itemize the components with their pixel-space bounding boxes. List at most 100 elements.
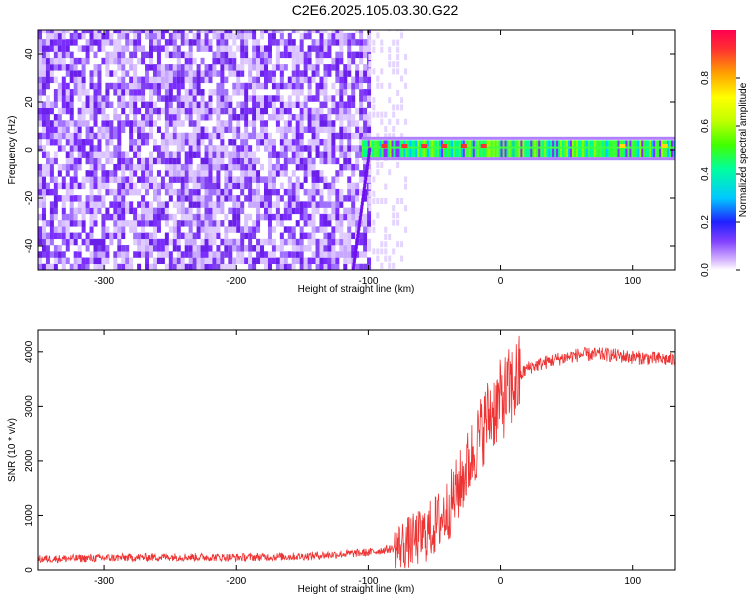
spectrogram-cell <box>311 30 316 34</box>
spectrogram-cell <box>323 95 328 102</box>
spectrogram-cell <box>232 64 237 71</box>
spectrogram-cell <box>367 151 371 156</box>
spectrogram-cell <box>65 232 70 240</box>
spectrogram-cell <box>380 118 384 125</box>
spectrogram-cell <box>145 138 150 146</box>
spectrogram-cell <box>351 195 356 202</box>
spectrogram-cell <box>224 226 229 233</box>
spectrogram-cell <box>339 114 344 121</box>
spectrogram-cell <box>303 207 308 215</box>
spectrogram-cell <box>172 263 177 270</box>
spectrogram-cell <box>216 126 221 133</box>
spectrogram-cell <box>279 163 284 171</box>
spectrogram-cell <box>589 140 593 158</box>
spectrogram-cell <box>363 157 368 165</box>
spectrogram-cell <box>176 207 181 215</box>
spectrogram-cell <box>141 45 146 52</box>
spectrogram-cell <box>279 32 284 40</box>
spectrogram-cell <box>236 132 241 140</box>
spectrogram-cell <box>141 126 146 133</box>
spectrogram-cell <box>121 82 126 90</box>
spectrogram-cell <box>172 126 177 133</box>
spectrogram-cell <box>77 207 82 215</box>
spectrogram-cell <box>271 182 276 190</box>
spectrogram-cell <box>347 64 352 71</box>
spectrogram-cell <box>38 101 42 109</box>
spectrogram-cell <box>287 251 292 258</box>
spectrogram-cell <box>172 170 177 177</box>
spectrogram-cell <box>267 151 272 158</box>
spectrogram-cell <box>335 76 340 84</box>
spectrogram-cell <box>101 163 106 171</box>
spectrogram-cell <box>365 140 369 158</box>
spectrogram-cell <box>53 207 58 215</box>
spectrogram-cell <box>327 263 332 270</box>
spectrogram-cell <box>49 76 54 84</box>
spectrogram-cell <box>295 188 300 196</box>
spectrogram-cell <box>149 232 154 240</box>
spectrogram-cell <box>101 120 106 127</box>
spectrogram-cell <box>180 82 185 90</box>
spectrogram-cell <box>89 126 94 133</box>
spectrogram-cell <box>303 70 308 77</box>
spectrogram-cell <box>331 201 336 208</box>
spectrogram-cell <box>359 107 364 115</box>
spectrogram-cell <box>125 245 130 252</box>
spectrogram-cell <box>323 207 328 215</box>
spectrogram-cell <box>129 30 134 34</box>
spectrogram-cell <box>137 151 142 158</box>
spectrogram-cell <box>65 138 70 146</box>
spectrogram-cell <box>141 120 146 127</box>
spectrogram-cell <box>299 76 304 84</box>
spectrogram-cell <box>57 39 62 46</box>
spectrogram-cell <box>53 32 58 40</box>
spectrogram-cell <box>125 201 130 208</box>
spectrogram-cell <box>129 145 134 152</box>
spectrogram-cell <box>244 132 249 140</box>
spectrogram-cell <box>89 201 94 208</box>
spectrogram-cell <box>425 140 429 158</box>
spectrogram-cell <box>532 140 536 158</box>
spectrogram-cell <box>105 188 110 196</box>
spectrogram-cell <box>125 120 130 127</box>
spectrogram-cell <box>240 145 245 152</box>
spectrogram-cell <box>363 245 368 252</box>
spectrogram-cell <box>220 89 225 96</box>
spectrogram-cell <box>129 163 134 171</box>
spectrogram-cell <box>105 207 110 215</box>
spectrogram-cell <box>188 170 193 177</box>
spectrogram-cell <box>380 82 384 89</box>
spectrogram-cell <box>236 76 241 84</box>
spectrogram-cell <box>121 64 126 71</box>
spectrogram-cell <box>347 70 352 77</box>
spectrogram-cell <box>376 198 380 204</box>
spectrogram-cell <box>125 207 130 215</box>
spectrogram-cell <box>228 182 233 190</box>
spectrogram-cell <box>400 104 404 111</box>
spectrogram-cell <box>192 188 197 196</box>
spectrogram-cell <box>105 170 110 177</box>
spectrogram-cell <box>109 82 114 90</box>
spectrogram-cell <box>279 182 284 190</box>
spectrogram-cell <box>339 195 344 202</box>
spectrogram-cell <box>196 126 201 133</box>
spectrogram-cell <box>291 51 296 59</box>
spectrogram-cell <box>212 257 217 265</box>
spectrogram-cell <box>351 114 356 121</box>
spectrogram-cell <box>164 251 169 258</box>
spectrogram-cell <box>69 120 74 127</box>
spectrogram-cell <box>160 145 165 152</box>
spectrogram-cell <box>240 89 245 96</box>
spectrogram-cell <box>57 126 62 133</box>
spectrogram-cell <box>77 145 82 152</box>
spectrogram-cell <box>637 140 641 158</box>
spectrogram-cell <box>133 251 138 258</box>
spectrogram-cell <box>331 145 336 152</box>
spectrogram-cell <box>291 188 296 196</box>
spectrogram-cell <box>168 138 173 146</box>
spectrogram-cell <box>164 30 169 34</box>
spectrogram-cell <box>200 132 205 140</box>
spectrogram-cell <box>396 39 400 46</box>
spectrogram-cell <box>188 263 193 270</box>
spectrogram-cell <box>236 120 241 127</box>
